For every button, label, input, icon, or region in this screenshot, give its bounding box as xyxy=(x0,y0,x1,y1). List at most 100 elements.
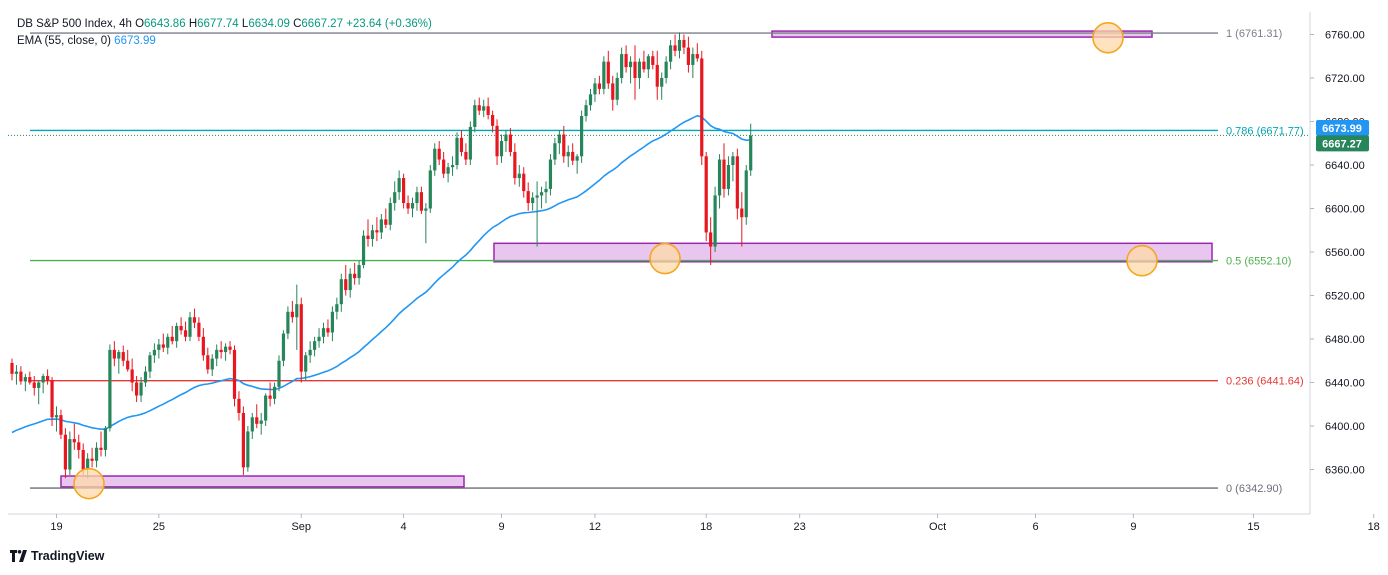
candle[interactable] xyxy=(491,110,495,133)
pivot-marker[interactable] xyxy=(649,242,681,275)
candle[interactable] xyxy=(526,182,530,211)
candle[interactable] xyxy=(197,317,201,342)
candle[interactable] xyxy=(517,165,521,187)
candle[interactable] xyxy=(669,39,673,70)
candle[interactable] xyxy=(77,434,81,459)
candle[interactable] xyxy=(513,143,517,185)
candle[interactable] xyxy=(272,382,277,405)
candle[interactable] xyxy=(179,317,183,335)
candle[interactable] xyxy=(433,143,437,176)
pivot-marker[interactable] xyxy=(73,467,105,500)
candle[interactable] xyxy=(126,349,130,372)
candle[interactable] xyxy=(348,268,352,298)
candle[interactable] xyxy=(704,151,708,242)
candle[interactable] xyxy=(321,322,326,344)
mid-support-zone[interactable] xyxy=(493,242,1213,263)
candle[interactable] xyxy=(255,404,259,429)
candle[interactable] xyxy=(628,56,633,84)
candle[interactable] xyxy=(63,428,67,479)
candle[interactable] xyxy=(206,347,210,374)
candle[interactable] xyxy=(446,162,450,183)
candle[interactable] xyxy=(175,322,179,348)
candle[interactable] xyxy=(375,217,379,242)
candle[interactable] xyxy=(246,426,250,472)
candle[interactable] xyxy=(28,371,32,385)
candle[interactable] xyxy=(103,426,108,457)
candle[interactable] xyxy=(597,75,601,95)
candle[interactable] xyxy=(593,78,597,102)
candle[interactable] xyxy=(397,170,401,200)
candle[interactable] xyxy=(437,141,441,165)
candle[interactable] xyxy=(495,119,499,165)
candle[interactable] xyxy=(508,128,512,157)
candle[interactable] xyxy=(366,219,370,247)
candle[interactable] xyxy=(651,50,655,70)
candle[interactable] xyxy=(232,345,237,407)
candle[interactable] xyxy=(700,50,704,165)
candle[interactable] xyxy=(535,181,539,247)
candle[interactable] xyxy=(428,165,432,213)
candle[interactable] xyxy=(117,349,121,374)
candle[interactable] xyxy=(259,412,263,435)
candle[interactable] xyxy=(575,154,579,174)
candle[interactable] xyxy=(566,145,570,168)
candle[interactable] xyxy=(473,99,477,133)
candle[interactable] xyxy=(121,345,125,367)
candle[interactable] xyxy=(192,308,197,329)
ema-55-line[interactable] xyxy=(11,114,751,434)
candle[interactable] xyxy=(615,72,619,106)
candle[interactable] xyxy=(611,75,615,111)
candle[interactable] xyxy=(210,354,214,376)
candle[interactable] xyxy=(588,88,593,111)
candle[interactable] xyxy=(139,377,143,403)
candle[interactable] xyxy=(504,130,508,152)
candle[interactable] xyxy=(459,130,464,157)
candle[interactable] xyxy=(19,366,23,385)
candle[interactable] xyxy=(673,34,677,57)
candle[interactable] xyxy=(406,195,410,214)
candle[interactable] xyxy=(219,341,223,359)
candle[interactable] xyxy=(50,377,54,426)
candle[interactable] xyxy=(642,50,646,73)
candle[interactable] xyxy=(584,99,588,122)
candle[interactable] xyxy=(130,358,134,392)
candle[interactable] xyxy=(188,311,192,342)
candle[interactable] xyxy=(602,56,606,95)
candle[interactable] xyxy=(580,110,584,163)
candle[interactable] xyxy=(740,192,744,247)
candle[interactable] xyxy=(68,431,72,475)
candle[interactable] xyxy=(548,154,553,196)
candle[interactable] xyxy=(544,181,548,204)
candle[interactable] xyxy=(317,328,321,348)
candle[interactable] xyxy=(46,369,50,385)
candle[interactable] xyxy=(170,325,174,345)
candle[interactable] xyxy=(295,284,299,350)
candle[interactable] xyxy=(14,365,19,385)
candle[interactable] xyxy=(713,186,717,252)
candle[interactable] xyxy=(241,406,245,475)
pivot-marker[interactable] xyxy=(1126,244,1158,277)
candle[interactable] xyxy=(335,297,339,320)
candle[interactable] xyxy=(410,197,415,218)
symbol-title[interactable]: DB S&P 500 Index, 4h xyxy=(17,18,132,30)
candle[interactable] xyxy=(264,393,268,426)
candle[interactable] xyxy=(660,72,664,100)
candle[interactable] xyxy=(161,333,165,353)
candle[interactable] xyxy=(620,47,624,84)
candle[interactable] xyxy=(304,352,308,381)
candle[interactable] xyxy=(486,97,490,120)
candle[interactable] xyxy=(357,260,361,285)
candle[interactable] xyxy=(646,54,650,78)
candle[interactable] xyxy=(388,197,392,231)
candle[interactable] xyxy=(402,173,406,209)
candle[interactable] xyxy=(90,447,94,468)
candle[interactable] xyxy=(419,186,423,214)
candle[interactable] xyxy=(682,34,686,55)
candle[interactable] xyxy=(442,151,446,179)
candle[interactable] xyxy=(539,186,544,209)
candle[interactable] xyxy=(94,442,99,468)
candle[interactable] xyxy=(201,328,205,361)
candle[interactable] xyxy=(717,154,722,209)
candle[interactable] xyxy=(250,412,254,440)
